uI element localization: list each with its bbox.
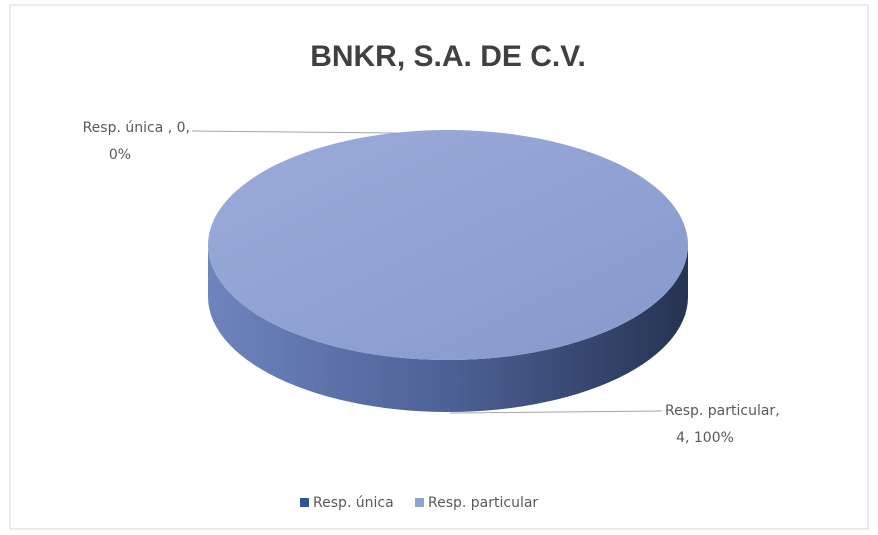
leader-line [449,410,663,414]
leader-line [191,130,401,134]
pie-slice-side [208,245,688,412]
legend-label: Resp. particular [428,495,538,511]
legend-label: Resp. única [313,495,394,511]
chart-title: BNKR, S.A. DE C.V. [310,40,586,73]
data-label: Resp. particular, [665,403,780,419]
legend-swatch [300,498,309,507]
pie-slice [208,130,688,360]
legend-swatch [415,498,424,507]
data-label: 4, 100% [676,430,734,446]
data-label: Resp. única , 0, [83,120,190,136]
data-label: 0% [109,147,131,163]
